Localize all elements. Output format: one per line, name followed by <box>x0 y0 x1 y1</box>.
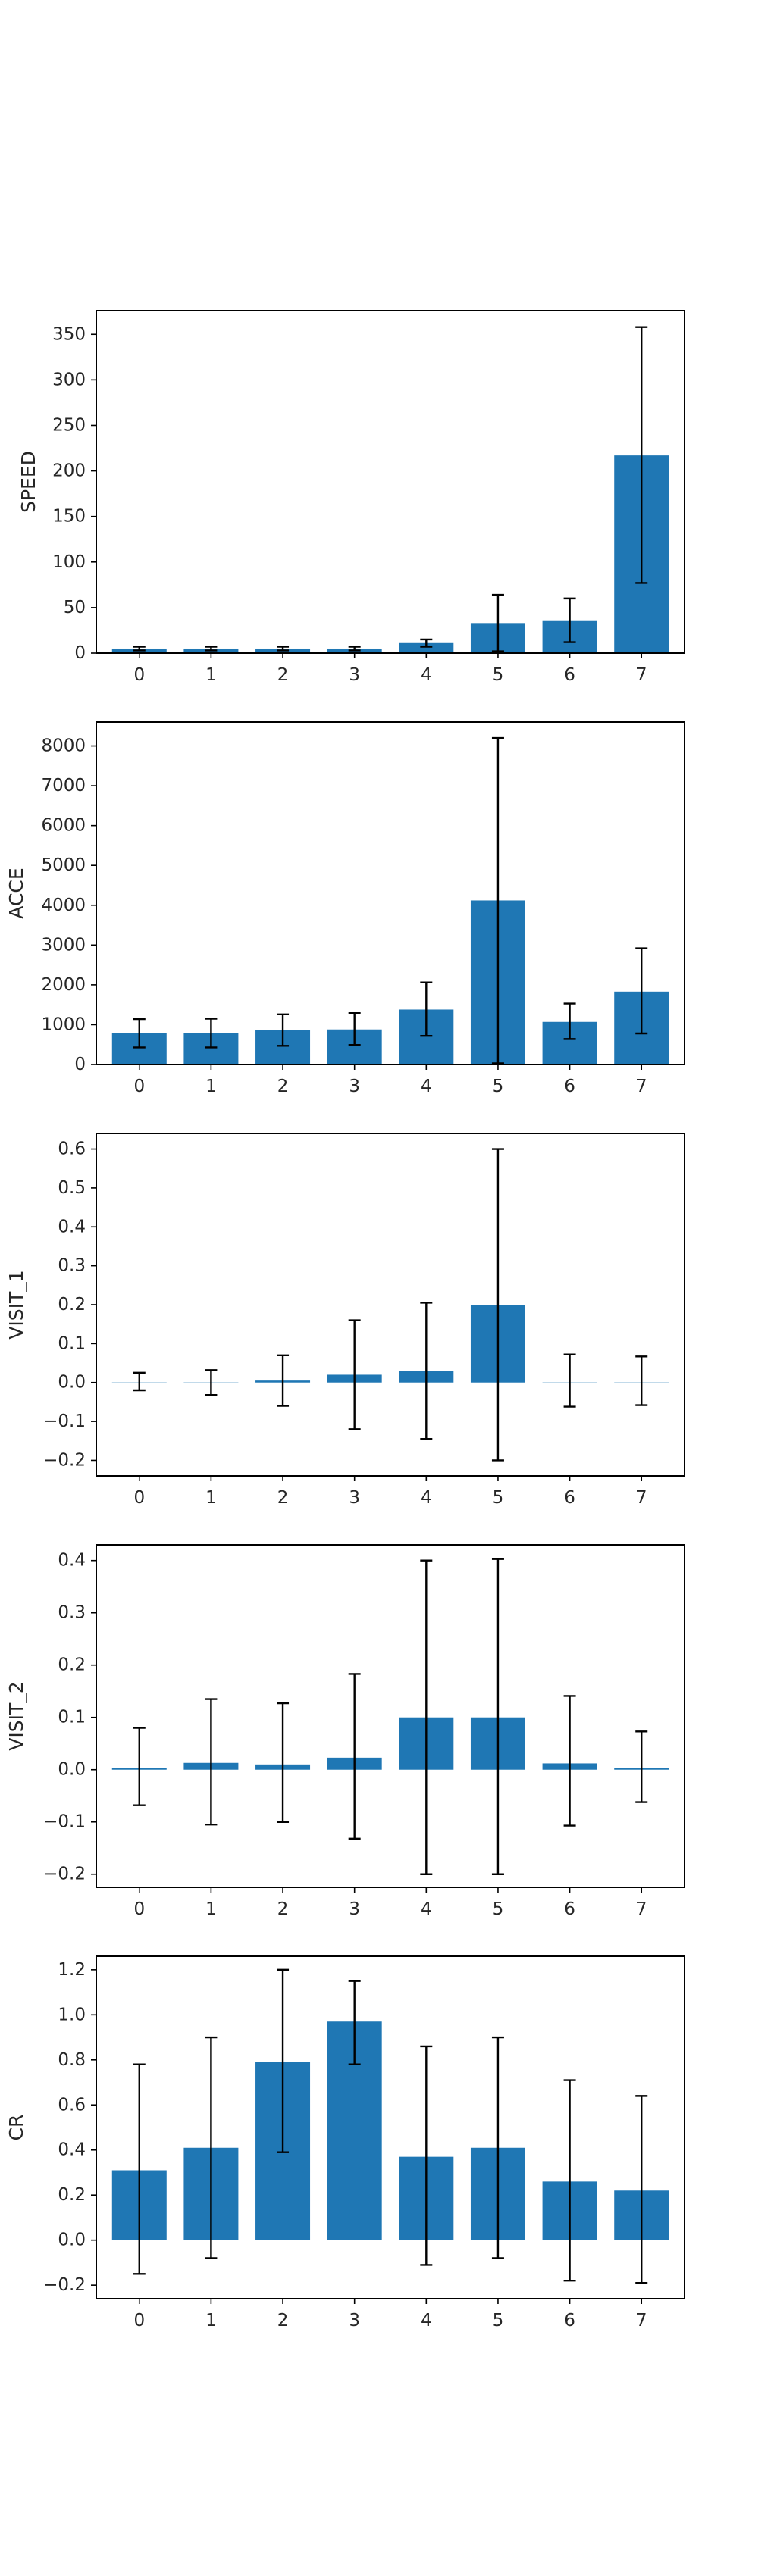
axes-frame <box>96 721 685 1065</box>
y-axis-label: VISIT_2 <box>5 1681 27 1750</box>
y-tick-label: −0.2 <box>43 1865 86 1884</box>
x-tick-label: 3 <box>349 1077 360 1096</box>
y-tick-label: 1.0 <box>58 2005 86 2024</box>
y-tick-label: 2000 <box>41 975 86 995</box>
x-tick-label: 2 <box>277 1077 289 1096</box>
x-tick-label: 6 <box>564 665 575 685</box>
y-axis-label: VISIT_1 <box>5 1270 27 1339</box>
x-tick-label: 0 <box>133 2311 145 2331</box>
y-tick-label: 0.2 <box>58 1655 86 1675</box>
x-tick-label: 4 <box>421 665 432 685</box>
y-tick-label: 6000 <box>41 816 86 836</box>
x-tick-label: 1 <box>205 1077 217 1096</box>
x-tick-label: 5 <box>493 1899 504 1919</box>
y-tick-label: 0.1 <box>58 1333 86 1353</box>
x-tick-label: 4 <box>421 1077 432 1096</box>
y-tick-label: −0.1 <box>43 1812 86 1832</box>
y-tick-label: 200 <box>52 461 86 481</box>
y-tick-label: 0.4 <box>58 1217 86 1236</box>
y-axis-label: SPEED <box>17 451 39 513</box>
x-tick-label: 7 <box>636 2311 647 2331</box>
x-tick-label: 5 <box>493 2311 504 2331</box>
axes-frame <box>96 310 685 654</box>
x-tick-label: 7 <box>636 1077 647 1096</box>
x-tick-label: 1 <box>205 2311 217 2331</box>
axes-frame <box>96 1544 685 1888</box>
y-tick-label: 250 <box>52 415 86 435</box>
y-tick-label: 0.2 <box>58 2185 86 2205</box>
x-tick-label: 2 <box>277 665 289 685</box>
y-tick-label: −0.1 <box>43 1411 86 1431</box>
y-tick-label: 0 <box>74 1055 86 1074</box>
y-tick-label: 350 <box>52 324 86 344</box>
y-tick-label: 1.2 <box>58 1960 86 1980</box>
y-tick-label: 0.0 <box>58 1760 86 1780</box>
x-tick-label: 6 <box>564 1077 575 1096</box>
x-tick-label: 2 <box>277 2311 289 2331</box>
x-tick-label: 7 <box>636 1899 647 1919</box>
y-tick-label: 0.4 <box>58 2140 86 2160</box>
y-tick-label: 0.6 <box>58 2095 86 2115</box>
x-tick-label: 4 <box>421 2311 432 2331</box>
chart-visit-2: −0.2 −0.1 0.0 0.1 0.2 0.3 0.4 0 1 2 3 4 5 6 7 VISIT_2 <box>5 1544 685 1919</box>
x-tick-label: 2 <box>277 1488 289 1508</box>
y-tick-label: 3000 <box>41 935 86 955</box>
x-tick-label: 3 <box>349 665 360 685</box>
y-axis-label: CR <box>5 2115 27 2141</box>
x-tick-label: 1 <box>205 1488 217 1508</box>
y-tick-label: 0 <box>74 643 86 663</box>
y-tick-label: 0.3 <box>58 1256 86 1276</box>
y-tick-label: 300 <box>52 370 86 389</box>
x-tick-label: 1 <box>205 1899 217 1919</box>
y-tick-label: 0.4 <box>58 1551 86 1571</box>
y-tick-label: 0.3 <box>58 1603 86 1623</box>
y-tick-label: 0.8 <box>58 2050 86 2070</box>
y-tick-label: 5000 <box>41 855 86 875</box>
x-tick-label: 1 <box>205 665 217 685</box>
y-tick-label: 7000 <box>41 776 86 796</box>
x-tick-label: 7 <box>636 1488 647 1508</box>
y-tick-label: 0.6 <box>58 1140 86 1159</box>
y-axis-label: ACCE <box>5 868 27 918</box>
x-tick-label: 0 <box>133 665 145 685</box>
y-tick-label: 100 <box>52 552 86 572</box>
x-tick-label: 5 <box>493 1077 504 1096</box>
chart-visit-1: −0.2 −0.1 0.0 0.1 0.2 0.3 0.4 0.5 0.6 0 1 2 3 4 5 6 7 VIS… <box>5 1133 685 1508</box>
y-tick-label: 1000 <box>41 1014 86 1034</box>
x-tick-label: 0 <box>133 1899 145 1919</box>
y-tick-label: −0.2 <box>43 2275 86 2295</box>
y-tick-label: −0.2 <box>43 1450 86 1470</box>
x-tick-label: 7 <box>636 665 647 685</box>
y-tick-label: 150 <box>52 507 86 527</box>
x-tick-label: 3 <box>349 1899 360 1919</box>
x-tick-label: 6 <box>564 1488 575 1508</box>
chart-speed: 0 50 100 150 200 250 300 350 0 1 2 3 4 5 6 7 SPEED <box>17 310 685 685</box>
y-tick-label: 0.2 <box>58 1295 86 1315</box>
y-tick-label: 50 <box>64 598 86 617</box>
x-tick-label: 0 <box>133 1077 145 1096</box>
chart-acce: 0 1000 2000 3000 4000 5000 6000 7000 8000 0 1 2 3 4 5 6… <box>5 721 685 1096</box>
x-tick-label: 2 <box>277 1899 289 1919</box>
x-tick-label: 4 <box>421 1899 432 1919</box>
axes-frame <box>96 1955 685 2299</box>
x-tick-label: 0 <box>133 1488 145 1508</box>
axes-frame <box>96 1133 685 1477</box>
x-tick-label: 5 <box>493 1488 504 1508</box>
x-tick-label: 5 <box>493 665 504 685</box>
y-tick-label: 4000 <box>41 896 86 915</box>
y-tick-label: 0.5 <box>58 1178 86 1198</box>
x-tick-label: 6 <box>564 2311 575 2331</box>
bar <box>399 642 454 653</box>
chart-cr: −0.2 0.0 0.2 0.4 0.6 0.8 1.0 1.2 0 1 2 3 4 5 6 7 CR <box>5 1955 685 2331</box>
y-tick-label: 0.0 <box>58 2231 86 2250</box>
x-tick-label: 3 <box>349 1488 360 1508</box>
y-tick-label: 0.0 <box>58 1373 86 1393</box>
y-tick-label: 0.1 <box>58 1708 86 1727</box>
x-tick-label: 6 <box>564 1899 575 1919</box>
x-tick-label: 4 <box>421 1488 432 1508</box>
x-tick-label: 3 <box>349 2311 360 2331</box>
y-tick-label: 8000 <box>41 736 86 756</box>
